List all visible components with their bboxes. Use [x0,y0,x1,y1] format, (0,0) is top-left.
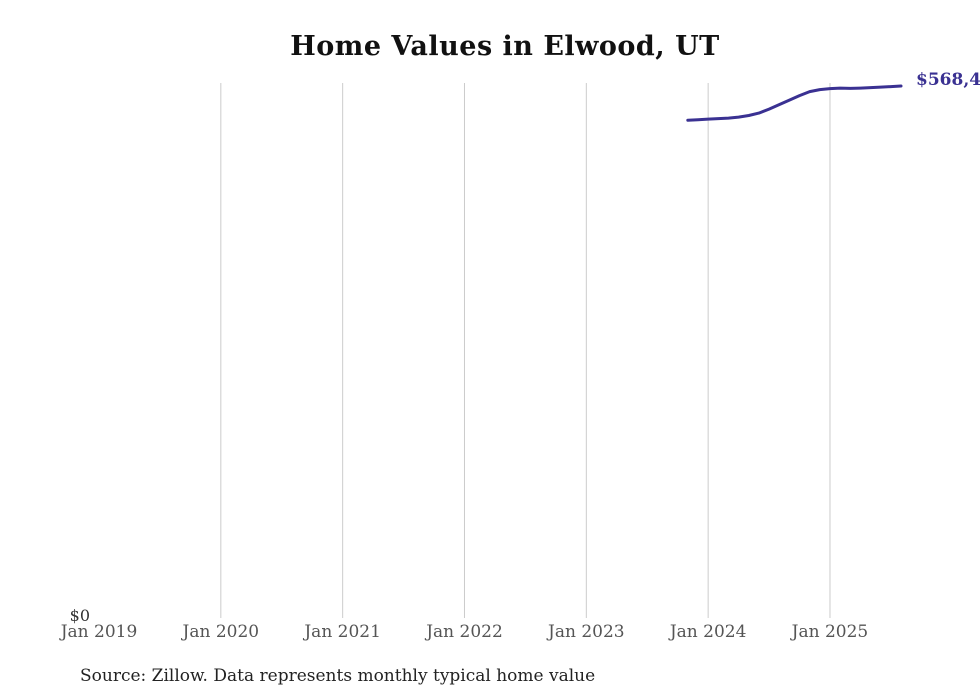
home-value-line-group [686,84,903,122]
x-tick-label: Jan 2023 [548,622,625,642]
x-tick-label: Jan 2024 [669,622,747,642]
chart-title: Home Values in Elwood, UT [290,31,720,62]
y-axis-zero-label: $0 [69,606,90,625]
home-value-line [686,84,903,122]
gridlines [220,83,831,618]
x-tick-label: Jan 2020 [182,622,260,642]
x-tick-label: Jan 2022 [426,622,503,642]
x-tick-label: Jan 2019 [60,622,138,642]
latest-value-label: $568,495 [916,70,980,90]
x-tick-label: Jan 2025 [791,622,869,642]
x-tick-label: Jan 2021 [304,622,381,642]
source-note: Source: Zillow. Data represents monthly … [80,666,596,686]
